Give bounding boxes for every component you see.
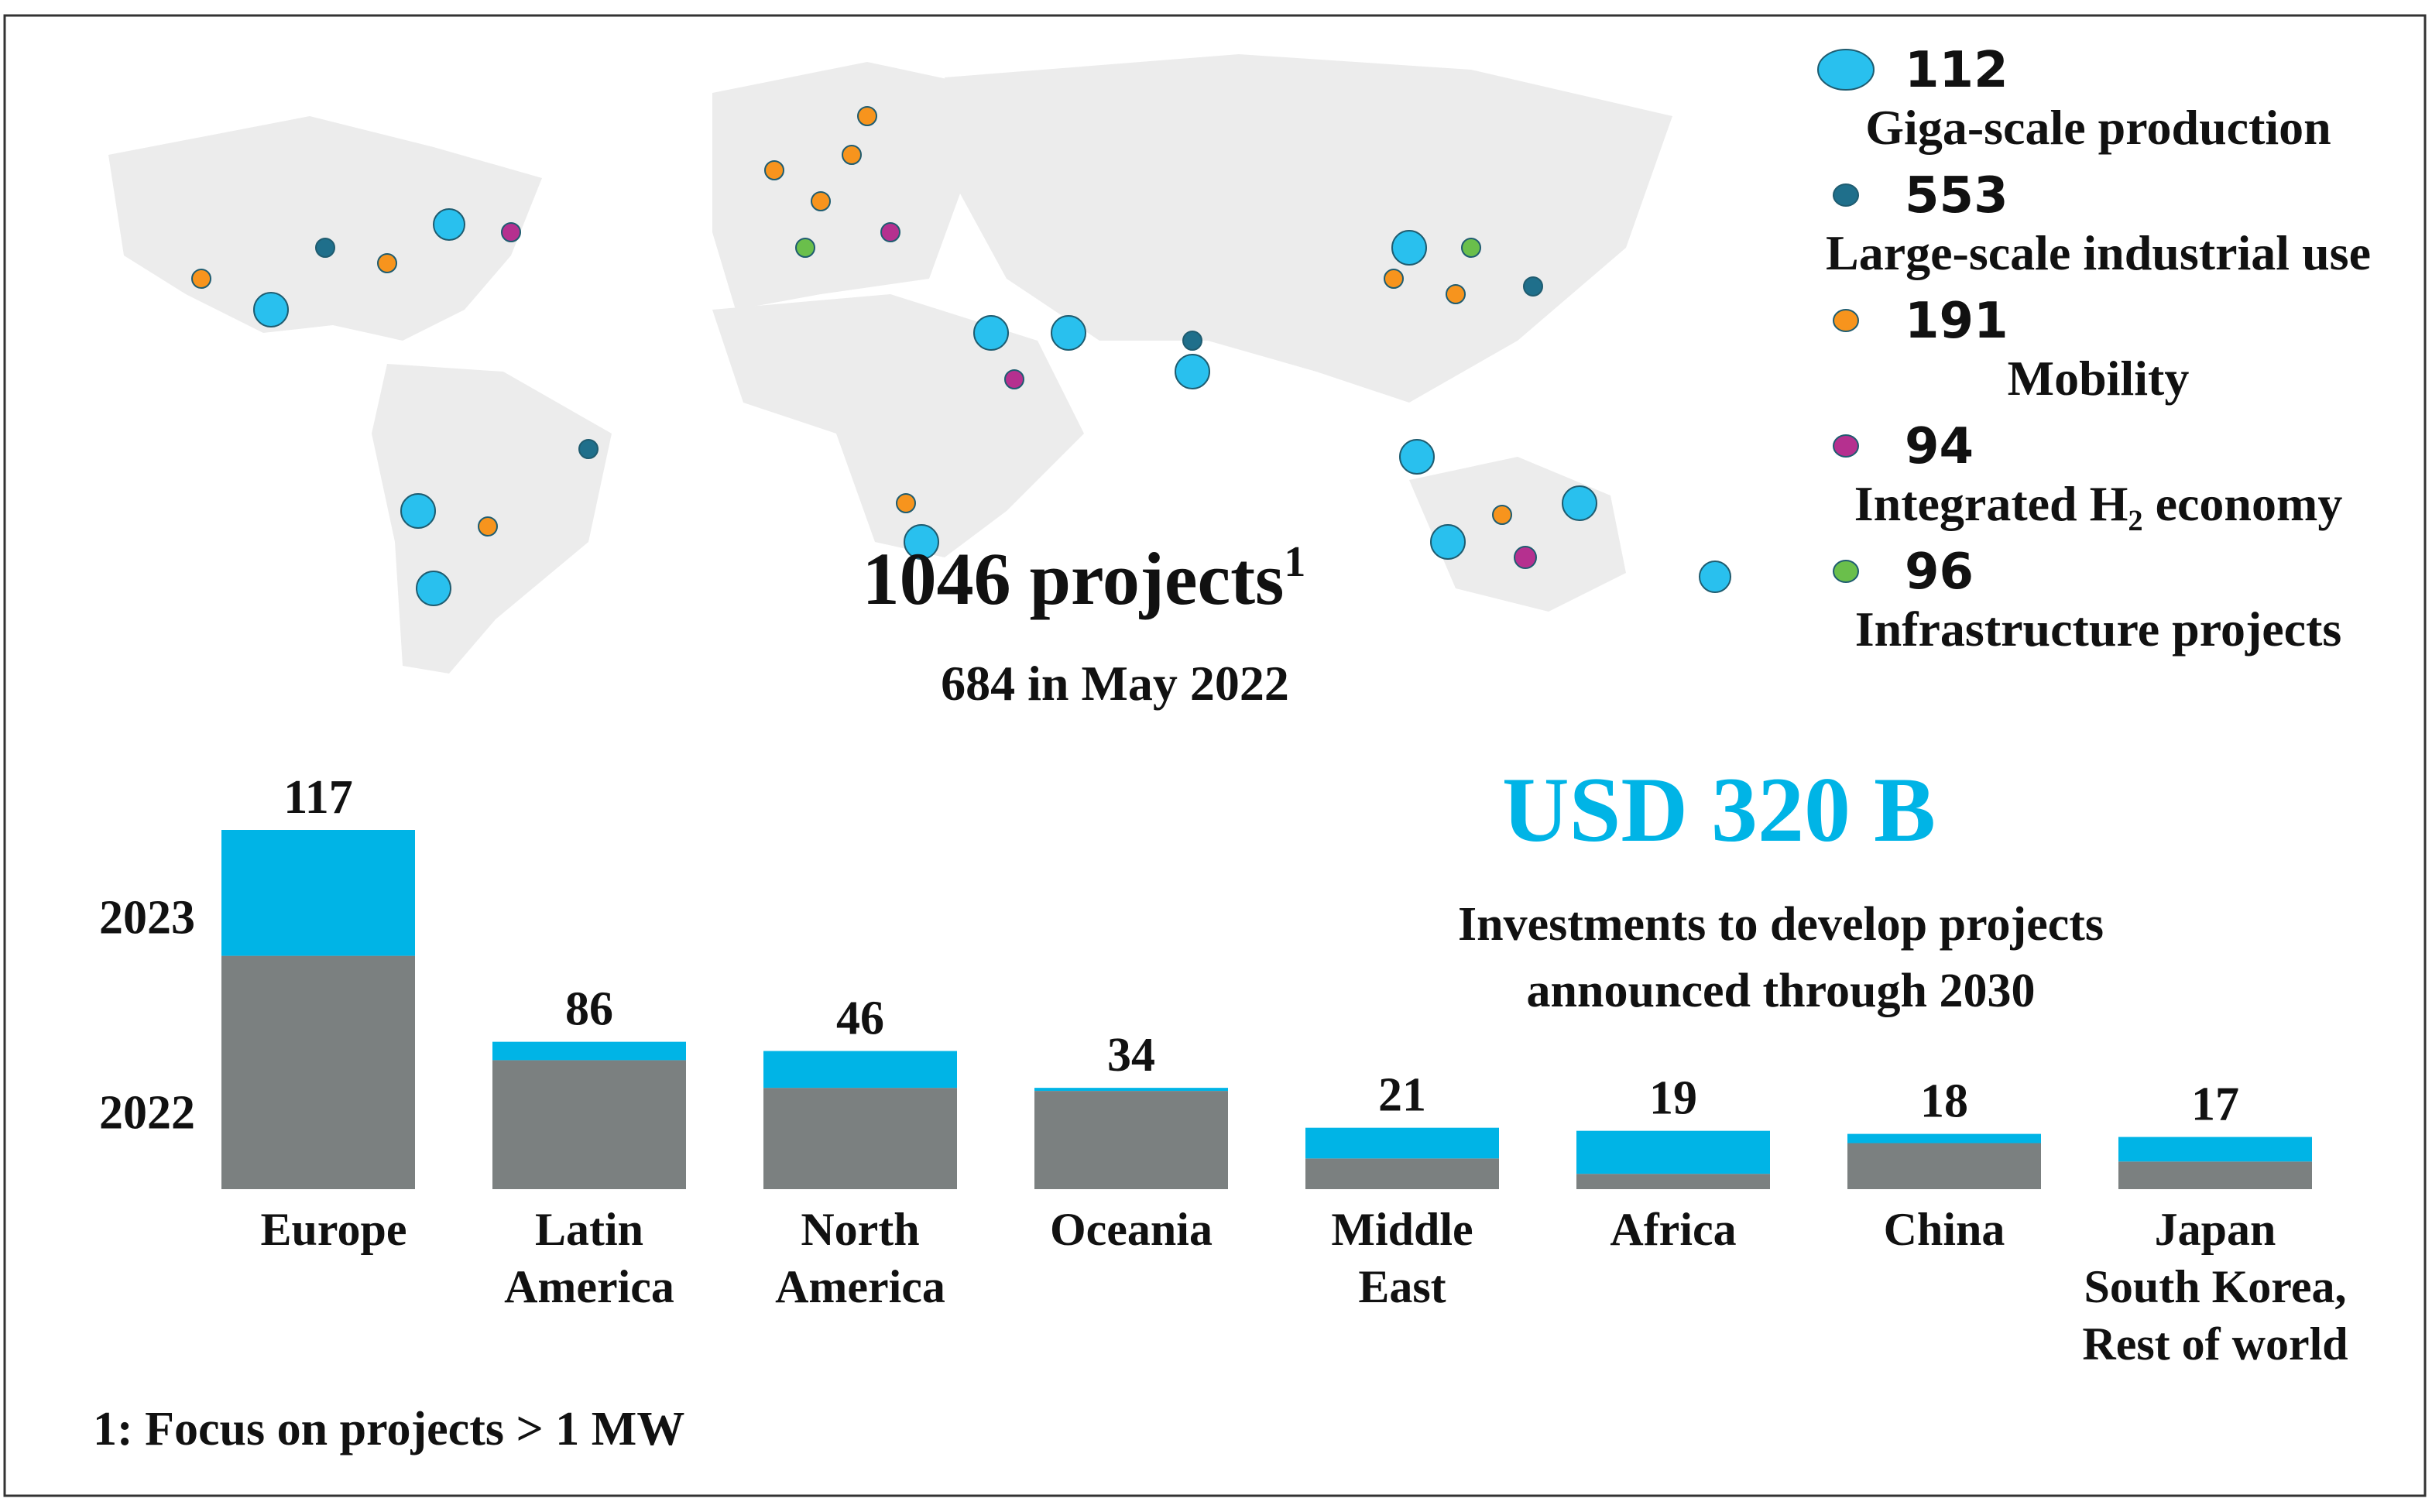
- category-line: Latin: [535, 1204, 643, 1255]
- legend-label: Mobility: [2008, 351, 2190, 406]
- legend-label: Large-scale industrial use: [1826, 225, 2371, 280]
- legend-count: 94: [1905, 418, 1974, 475]
- total-label: 46: [836, 993, 884, 1045]
- legend-label: Giga-scale production: [1865, 100, 2331, 155]
- bar-segment: [492, 1060, 686, 1189]
- title-note: 1: [1284, 538, 1305, 586]
- legend-label: Infrastructure projects: [1855, 602, 2342, 657]
- bar-segment: [221, 955, 415, 1189]
- legend-dot: [1833, 309, 1859, 332]
- bar-segment: [1576, 1130, 1770, 1174]
- description-line: Investments to develop projects: [1458, 898, 2104, 951]
- category-label: North America: [775, 1204, 945, 1312]
- bar-segment: [1034, 1088, 1228, 1092]
- africa: [712, 294, 1084, 557]
- project-dots: [191, 106, 1731, 606]
- total-label: 34: [1107, 1029, 1155, 1082]
- category-label: Europe: [261, 1204, 407, 1255]
- bar-segment: [492, 1041, 686, 1061]
- subtitle: 684 in May 2022: [941, 656, 1289, 711]
- category-line: North: [801, 1204, 919, 1255]
- category-label: Africa: [1610, 1204, 1736, 1255]
- total-label: 21: [1378, 1069, 1426, 1122]
- legend-label: Integrated H₂ economy: [1854, 476, 2343, 531]
- category-label: China: [1884, 1204, 2005, 1255]
- legend-count: 191: [1905, 293, 2008, 350]
- europe: [712, 62, 976, 310]
- bar-segment: [1034, 1091, 1228, 1189]
- frame: [3, 14, 2427, 1497]
- category-line: Japan: [2155, 1204, 2276, 1255]
- bar-segment: [2118, 1137, 2312, 1162]
- category-label: Japan South Korea, Rest of world: [2082, 1204, 2348, 1370]
- legend-dot: [1833, 560, 1859, 583]
- bar-segment: [763, 1051, 957, 1089]
- category-line: East: [1358, 1261, 1446, 1312]
- legend-dot: [1833, 183, 1859, 207]
- legend-dot: [1833, 434, 1859, 458]
- description-line: announced through 2030: [1527, 965, 2036, 1017]
- category-label: Oceania: [1050, 1204, 1213, 1255]
- footnote: 1: Focus on projects > 1 MW: [93, 1403, 684, 1455]
- legend-count: 112: [1905, 42, 2008, 99]
- total-label: 18: [1920, 1075, 1968, 1128]
- projects-title: 1046 projects1: [863, 537, 1306, 620]
- total-label: 86: [565, 983, 613, 1036]
- world-map: [108, 54, 1731, 674]
- category-line: Africa: [1610, 1204, 1736, 1255]
- category-line: America: [504, 1261, 674, 1312]
- north-america: [108, 116, 542, 341]
- bar-segment: [1847, 1133, 2041, 1143]
- category-line: Oceania: [1050, 1204, 1213, 1255]
- asia: [945, 54, 1672, 403]
- bar-segment: [2118, 1161, 2312, 1189]
- bar-segment: [221, 830, 415, 956]
- category-line: Middle: [1331, 1204, 1473, 1255]
- bar-segment: [763, 1088, 957, 1189]
- category-line: Europe: [261, 1204, 407, 1255]
- legend-dot: [1817, 49, 1875, 91]
- bar-segment: [1305, 1127, 1499, 1159]
- category-line: South Korea,: [2084, 1261, 2347, 1312]
- headline: USD 320 B: [1502, 758, 1936, 861]
- bar-segment: [1847, 1143, 2041, 1189]
- series-label: 2023: [99, 891, 195, 944]
- bar-segment: [1305, 1158, 1499, 1189]
- category-label: Middle East: [1331, 1204, 1473, 1312]
- legend-count: 553: [1905, 167, 2008, 225]
- category-label: Latin America: [504, 1204, 674, 1312]
- series-label: 2022: [99, 1086, 195, 1139]
- category-line: America: [775, 1261, 945, 1312]
- total-label: 117: [283, 771, 353, 824]
- total-label: 17: [2191, 1078, 2239, 1131]
- bar-segment: [1576, 1174, 1770, 1189]
- title-text: 1046 projects: [863, 537, 1285, 620]
- total-label: 19: [1649, 1072, 1697, 1125]
- category-line: Rest of world: [2082, 1318, 2348, 1370]
- category-line: China: [1884, 1204, 2005, 1255]
- legend-count: 96: [1905, 543, 1974, 601]
